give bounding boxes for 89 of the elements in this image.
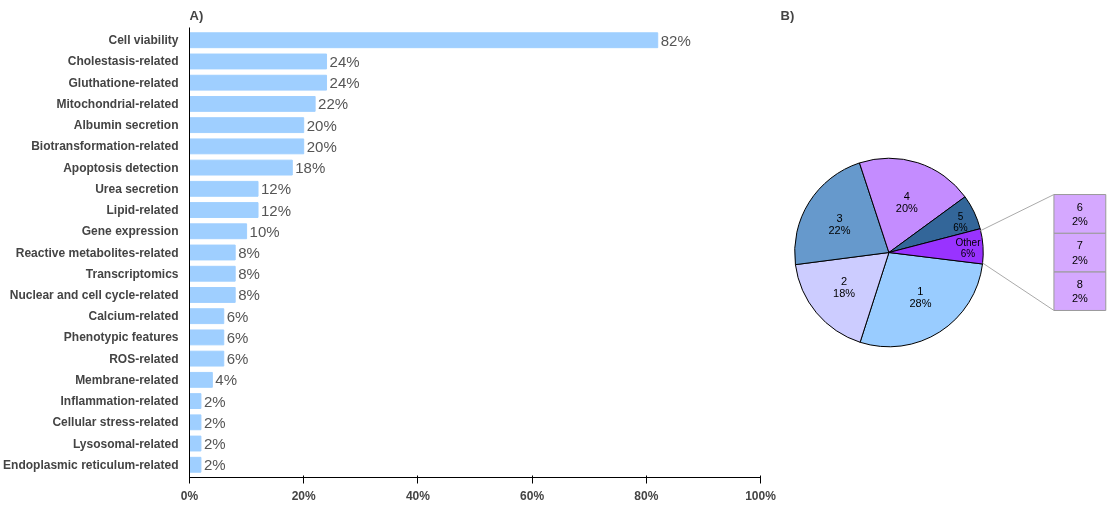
x-tick-label: 60% bbox=[520, 488, 545, 503]
bar bbox=[189, 138, 305, 155]
slice-label: 3 bbox=[836, 212, 843, 225]
slice-label: Other bbox=[955, 236, 982, 248]
bar bbox=[189, 244, 236, 261]
y-tick-label: Albumin secretion bbox=[73, 118, 179, 133]
bar bbox=[189, 350, 225, 367]
y-tick-label: Reactive metabolites-related bbox=[15, 245, 179, 260]
data-label: 18% bbox=[833, 286, 856, 299]
data-label: 12% bbox=[261, 201, 292, 219]
slice-label: 4 bbox=[903, 189, 910, 202]
x-tick-label: 100% bbox=[745, 488, 777, 503]
slice-label: 5 bbox=[957, 210, 964, 222]
slice-label: 2 bbox=[840, 274, 848, 287]
y-tick-label: Phenotypic features bbox=[63, 330, 179, 345]
series-label: 7 bbox=[1076, 239, 1083, 252]
data-label: 2% bbox=[203, 413, 226, 431]
data-label: 8% bbox=[238, 265, 260, 283]
x-tick-label: 40% bbox=[405, 488, 431, 503]
data-label: 22% bbox=[828, 224, 851, 237]
x-tick-label: 0% bbox=[180, 488, 199, 503]
y-tick-label: Lipid-related bbox=[106, 203, 179, 218]
series-label: 6 bbox=[1076, 200, 1083, 213]
y-tick-label: Cholestasis-related bbox=[67, 54, 179, 69]
data-label: 2% bbox=[203, 435, 226, 453]
y-tick-label: Urea secretion bbox=[95, 181, 179, 196]
y-tick-label: ROS-related bbox=[109, 351, 179, 366]
series-label: 8 bbox=[1076, 277, 1083, 290]
bar bbox=[189, 223, 248, 240]
data-label: 2% bbox=[1071, 215, 1089, 228]
y-tick-label: Endoplasmic reticulum-related bbox=[3, 457, 179, 472]
bar bbox=[189, 371, 213, 388]
bar bbox=[189, 180, 259, 197]
bar bbox=[189, 202, 259, 218]
data-label: 10% bbox=[249, 222, 280, 240]
y-tick-label: Lysosomal-related bbox=[72, 436, 179, 451]
data-label: 8% bbox=[238, 286, 260, 304]
data-label: 6% bbox=[953, 221, 968, 233]
y-tick-label: Cell viability bbox=[108, 33, 179, 48]
chart-title: A) bbox=[189, 7, 204, 23]
bar bbox=[189, 117, 305, 134]
data-label: 6% bbox=[226, 307, 249, 325]
bar bbox=[189, 393, 202, 410]
bar bbox=[189, 329, 225, 346]
bar bbox=[189, 265, 236, 282]
y-tick-label: Gene expression bbox=[81, 224, 179, 239]
bar bbox=[189, 95, 316, 112]
data-label: 20% bbox=[895, 201, 919, 214]
bar bbox=[189, 456, 202, 473]
data-label: 24% bbox=[329, 52, 360, 70]
data-label: 18% bbox=[295, 159, 326, 177]
data-label: 2% bbox=[1071, 253, 1089, 266]
data-label: 6% bbox=[226, 350, 249, 368]
bar bbox=[189, 414, 202, 431]
data-label: 6% bbox=[960, 247, 976, 259]
bar bbox=[189, 32, 659, 49]
data-label: 28% bbox=[909, 297, 932, 310]
bar bbox=[189, 435, 202, 452]
data-label: 12% bbox=[261, 180, 292, 198]
data-label: 2% bbox=[203, 392, 226, 410]
bar bbox=[189, 53, 328, 70]
data-label: 22% bbox=[318, 95, 349, 113]
data-label: 24% bbox=[329, 74, 360, 92]
y-tick-label: Inflammation-related bbox=[60, 394, 179, 409]
data-label: 2% bbox=[203, 456, 226, 474]
data-label: 6% bbox=[226, 328, 249, 346]
y-tick-label: Mitochondrial-related bbox=[56, 96, 179, 111]
data-label: 20% bbox=[306, 116, 337, 134]
data-label: 82% bbox=[660, 31, 691, 49]
data-label: 4% bbox=[215, 371, 238, 389]
y-tick-label: Nuclear and cell cycle-related bbox=[9, 287, 179, 302]
y-tick-label: Calcium-related bbox=[88, 309, 179, 324]
y-tick-label: Gluthatione-related bbox=[68, 75, 179, 90]
y-tick-label: Cellular stress-related bbox=[52, 415, 179, 430]
y-tick-label: Apoptosis detection bbox=[63, 160, 179, 175]
x-tick-label: 20% bbox=[291, 488, 317, 503]
data-label: 8% bbox=[238, 244, 260, 261]
bar bbox=[189, 287, 236, 303]
x-tick-label: 80% bbox=[634, 488, 659, 503]
chart-title: B) bbox=[780, 7, 795, 23]
y-tick-label: Biotransformation-related bbox=[31, 139, 179, 154]
data-label: 2% bbox=[1071, 292, 1089, 305]
data-label: 20% bbox=[306, 137, 337, 155]
bar bbox=[189, 308, 225, 325]
slice-label: 1 bbox=[917, 285, 924, 298]
bar bbox=[189, 159, 293, 176]
y-tick-label: Transcriptomics bbox=[85, 266, 179, 281]
bar bbox=[189, 74, 328, 91]
y-tick-label: Membrane-related bbox=[75, 372, 179, 387]
